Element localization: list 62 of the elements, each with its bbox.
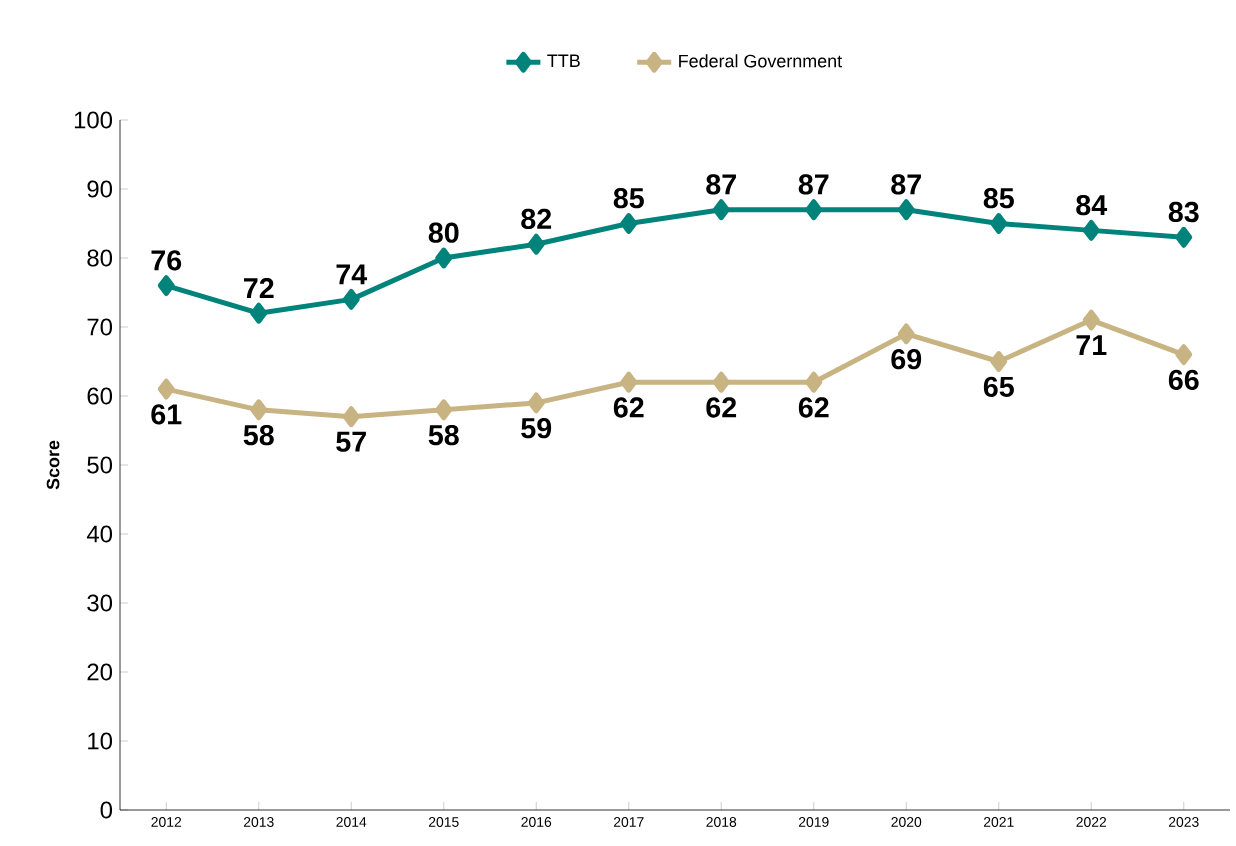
data-label: 61 <box>151 404 182 425</box>
legend-label: Federal Government <box>679 54 842 68</box>
data-label: 72 <box>244 278 274 299</box>
point <box>897 199 915 221</box>
point <box>990 213 1008 234</box>
point <box>435 247 453 269</box>
point <box>805 371 823 393</box>
point <box>342 288 360 310</box>
point <box>1082 219 1100 241</box>
point <box>157 275 175 297</box>
point <box>620 371 638 393</box>
y-tick-label: 90 <box>87 180 113 198</box>
y-tick-label: 20 <box>87 663 113 681</box>
point <box>435 399 453 421</box>
data-label: 84 <box>1076 194 1108 216</box>
point <box>805 199 823 221</box>
point <box>897 323 915 345</box>
point <box>712 371 730 393</box>
point <box>1175 226 1193 248</box>
legend-label: TTB <box>547 54 580 67</box>
point <box>157 378 175 400</box>
data-label: 59 <box>521 418 552 439</box>
data-label: 85 <box>613 188 644 209</box>
point <box>1082 309 1100 331</box>
data-label: 87 <box>891 174 921 195</box>
point <box>342 406 360 428</box>
data-label: 57 <box>336 431 366 452</box>
data-label: 62 <box>798 397 829 418</box>
data-label: 85 <box>983 188 1014 209</box>
data-label: 83 <box>1168 201 1199 223</box>
y-axis-title: Score <box>46 440 60 490</box>
point <box>527 233 545 255</box>
point <box>527 392 545 414</box>
data-label: 66 <box>1168 369 1199 391</box>
data-label: 87 <box>798 174 829 195</box>
data-label: 71 <box>1076 335 1107 355</box>
y-tick-label: 80 <box>87 249 113 267</box>
data-label: 58 <box>243 424 274 446</box>
data-label: 76 <box>151 250 182 271</box>
y-tick-label: 40 <box>86 525 113 543</box>
point <box>990 351 1008 372</box>
data-label: 82 <box>521 208 552 230</box>
point <box>620 213 638 234</box>
data-label: 62 <box>706 397 737 418</box>
point <box>250 399 268 421</box>
data-label: 80 <box>428 222 459 243</box>
data-label: 65 <box>983 376 1014 397</box>
point <box>712 199 730 221</box>
y-tick-label: 60 <box>87 387 113 405</box>
y-tick-label: 0 <box>100 801 113 819</box>
data-label: 87 <box>706 174 736 195</box>
data-label: 62 <box>613 397 644 418</box>
y-tick-label: 70 <box>87 318 113 336</box>
data-label: 74 <box>336 264 368 285</box>
point <box>1175 344 1193 366</box>
y-tick-label: 30 <box>87 594 113 612</box>
y-tick-label: 10 <box>88 732 113 750</box>
y-tick-label: 50 <box>87 456 113 474</box>
y-tick-label: 100 <box>74 111 113 129</box>
data-label: 69 <box>891 349 922 370</box>
point <box>250 302 268 324</box>
data-label: 58 <box>428 424 459 446</box>
